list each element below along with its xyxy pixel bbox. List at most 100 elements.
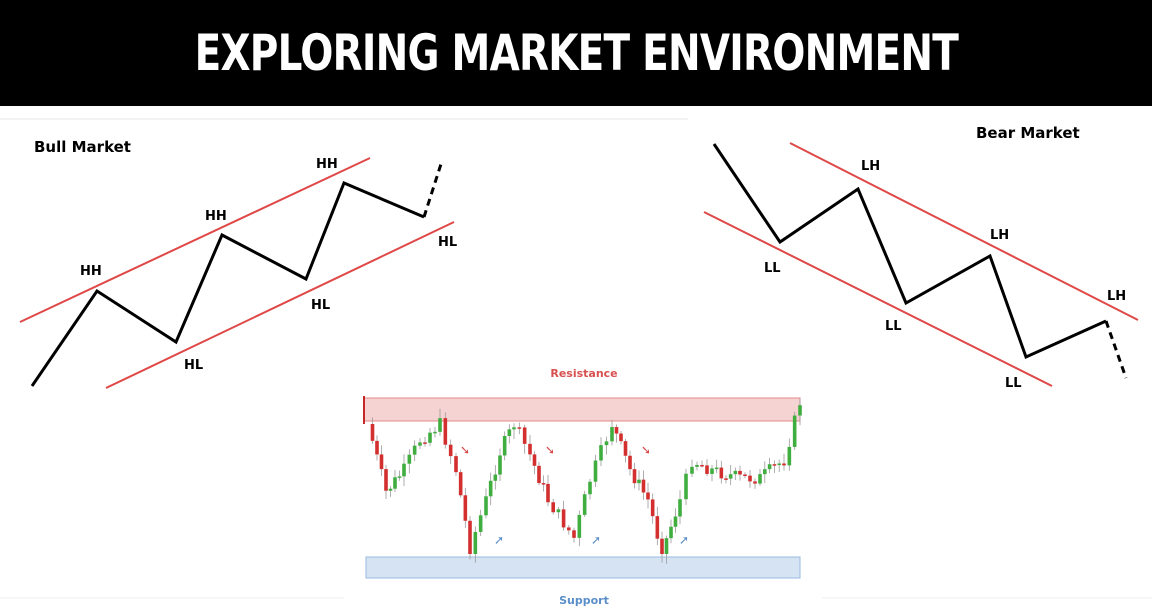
candle-body [650, 499, 655, 517]
candle-body [438, 418, 442, 432]
candle-body [388, 488, 393, 491]
candle-body [412, 445, 417, 455]
candle-body [628, 455, 632, 470]
bear-lower-trendline [703, 211, 1053, 387]
candle-body [517, 427, 522, 429]
candle-body [512, 427, 516, 430]
candle-body [673, 516, 678, 527]
candle-body [733, 470, 738, 475]
candle-body [758, 474, 762, 484]
up-arrow-icon: ➚ [591, 533, 601, 547]
bull-label-hh-3: HH [316, 157, 338, 172]
candle-body [379, 454, 384, 470]
bear-market-diagram: Bear Market LH LH LH LL LL LL [703, 124, 1139, 391]
candle-body [454, 456, 458, 473]
candle-body [690, 466, 694, 474]
candle-body [407, 454, 412, 464]
candle-body [772, 464, 777, 466]
bear-label-ll-2: LL [885, 319, 902, 334]
candle-body [655, 516, 660, 539]
bear-projection-dashed [1104, 320, 1128, 379]
bull-label-hh-2: HH [205, 209, 227, 224]
candle-body [458, 472, 463, 496]
bear-label-ll-3: LL [1005, 376, 1022, 391]
bull-market-diagram: Bull Market HH HH HH HL HL HL [19, 138, 457, 389]
candle-body [572, 530, 576, 538]
candle-body [428, 432, 432, 443]
candle-body [728, 474, 733, 479]
candle-body [748, 475, 752, 482]
candle-body [577, 514, 582, 538]
candle-body [468, 520, 472, 554]
candle-body [384, 469, 388, 491]
candle-body [402, 463, 406, 477]
bear-market-heading: Bear Market [976, 124, 1080, 142]
candlestick-series [370, 398, 802, 564]
range-market-diagram: Resistance Support ➘ ➘ ➘ ➚ ➚ ➚ [344, 362, 822, 607]
candle-body [705, 465, 709, 474]
candle-body [767, 464, 772, 470]
bear-label-lh-2: LH [990, 228, 1009, 243]
candle-body [660, 538, 664, 554]
candle-body [604, 441, 609, 446]
bear-upper-trendline [789, 142, 1139, 321]
bull-lower-trendline [105, 221, 455, 389]
candle-body [619, 433, 623, 442]
candle-body [478, 515, 483, 532]
candle-body [423, 442, 427, 444]
candle-body [588, 481, 592, 495]
bull-price-path [30, 181, 425, 387]
support-zone [365, 556, 801, 579]
candle-body [743, 474, 747, 477]
page-title: EXPLORING MARKET ENVIRONMENT [194, 24, 958, 82]
candle-body [710, 468, 714, 474]
candle-body [684, 473, 688, 500]
resistance-label: Resistance [550, 367, 617, 380]
candle-body [473, 531, 478, 554]
candle-body [397, 476, 402, 478]
candle-body [787, 446, 792, 466]
candle-body [695, 464, 699, 467]
up-arrow-icon: ➚ [494, 533, 504, 547]
bear-label-lh-3: LH [1107, 289, 1126, 304]
candle-body [498, 455, 502, 475]
candle-body [556, 509, 561, 513]
candle-body [582, 494, 587, 515]
candle-body [551, 502, 555, 513]
candle-body [798, 405, 802, 416]
bull-label-hl-2: HL [311, 298, 330, 313]
bull-label-hl-3: HL [438, 235, 457, 250]
candle-body [593, 460, 598, 482]
bear-label-lh-1: LH [861, 159, 880, 174]
bull-label-hh-1: HH [80, 264, 102, 279]
candle-body [623, 441, 628, 456]
candle-body [448, 444, 453, 457]
candle-body [370, 424, 375, 441]
candle-body [753, 481, 757, 484]
down-arrow-icon: ➘ [545, 443, 555, 457]
candle-body [546, 483, 550, 503]
candle-body [418, 442, 422, 446]
candle-body [724, 478, 728, 480]
candle-body [646, 492, 650, 500]
candle-body [664, 538, 669, 554]
candle-body [700, 464, 704, 467]
candle-body [537, 465, 541, 484]
candle-body [532, 454, 537, 466]
candle-body [433, 431, 437, 434]
down-arrow-icon: ➘ [641, 443, 651, 457]
candle-body [484, 496, 488, 516]
candle-body [610, 427, 614, 442]
candle-body [637, 479, 641, 484]
resistance-zone [363, 397, 801, 422]
candle-body [641, 479, 646, 493]
candle-body [763, 469, 767, 475]
candle-body [522, 427, 527, 444]
candle-body [719, 467, 724, 479]
down-arrow-icon: ➘ [460, 443, 470, 457]
bull-upper-trendline [19, 157, 371, 323]
candle-body [792, 415, 797, 447]
candle-body [443, 418, 448, 445]
candle-body [393, 477, 397, 489]
